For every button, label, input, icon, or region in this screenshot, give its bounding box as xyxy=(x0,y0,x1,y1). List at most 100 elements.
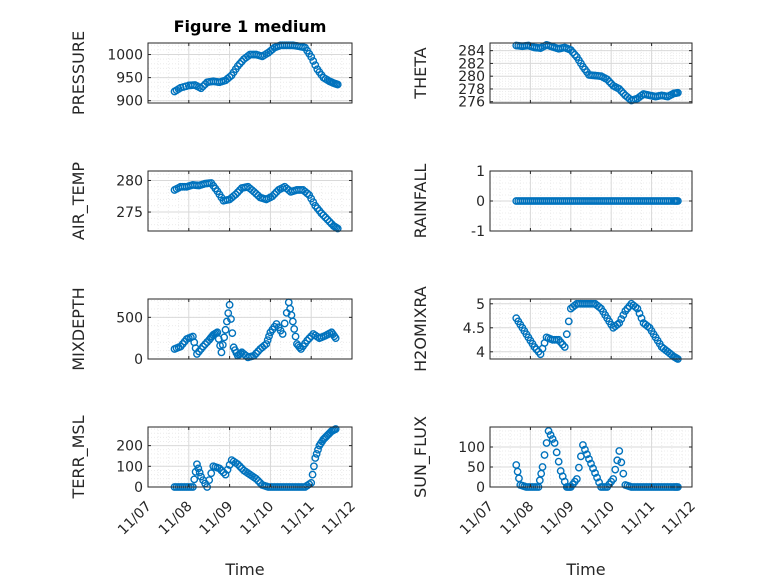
data-point xyxy=(564,317,573,326)
data-point xyxy=(223,465,232,474)
data-point xyxy=(635,309,644,318)
data-point xyxy=(659,344,668,353)
data-point xyxy=(254,476,263,485)
data-point xyxy=(321,213,330,222)
subplot-6: 4 4.5 5 H2OMIXRA xyxy=(411,286,693,372)
data-point xyxy=(265,332,273,341)
data-point xyxy=(593,473,601,482)
data-point xyxy=(221,470,230,479)
y-tick-label: 50 xyxy=(467,460,485,476)
data-point xyxy=(239,350,248,358)
data-point xyxy=(589,464,597,473)
data-point xyxy=(562,330,571,339)
x-tick-label: 11/07 xyxy=(457,499,497,539)
data-point xyxy=(552,448,561,457)
data-point xyxy=(595,303,603,311)
y-tick-label: 100 xyxy=(116,459,143,475)
data-point xyxy=(190,475,199,484)
data-point xyxy=(617,315,626,323)
data-point xyxy=(199,82,207,91)
data-point xyxy=(211,184,220,193)
x-tick-label: 11/12 xyxy=(319,499,359,539)
data-point xyxy=(223,74,232,83)
x-tick-label: 11/11 xyxy=(278,499,318,539)
y-tick-label: 950 xyxy=(116,71,143,87)
data-point xyxy=(595,478,603,487)
x-tick-label: 11/08 xyxy=(156,499,196,539)
data-point xyxy=(294,341,303,350)
y-tick-label: 900 xyxy=(116,94,143,110)
data-point xyxy=(637,314,646,323)
data-point xyxy=(542,439,551,447)
x-axis-label: Time xyxy=(224,560,264,579)
y-tick-label: 284 xyxy=(458,44,485,60)
data-point xyxy=(315,206,324,215)
y-axis-label: PRESSURE xyxy=(69,31,88,115)
data-point xyxy=(235,59,244,68)
data-point xyxy=(611,322,620,331)
data-point xyxy=(601,311,610,319)
data-point xyxy=(550,439,559,447)
data-point xyxy=(319,332,328,341)
data-point xyxy=(276,326,285,335)
data-point xyxy=(297,186,305,194)
data-point xyxy=(558,340,567,349)
data-point xyxy=(295,343,304,352)
data-point xyxy=(619,89,628,98)
data-point xyxy=(629,301,638,310)
data-point xyxy=(649,330,658,339)
subplot-8: 0 50 100 SUN_FLUX 11/07 11/08 11/09 11/10 11/11 1… xyxy=(411,416,699,579)
data-point xyxy=(197,345,205,353)
data-point xyxy=(643,322,652,331)
y-tick-label: 275 xyxy=(116,205,143,221)
data-point xyxy=(193,460,201,469)
x-tick-label: 11/10 xyxy=(237,499,277,539)
data-point xyxy=(254,347,263,356)
data-point xyxy=(270,322,279,331)
data-point xyxy=(205,476,214,485)
data-point xyxy=(631,303,640,311)
y-axis-label: TERR_MSL xyxy=(69,415,89,499)
data-point xyxy=(568,303,577,311)
data-point xyxy=(528,339,537,348)
data-point xyxy=(615,447,624,455)
data-point xyxy=(672,89,681,97)
data-point xyxy=(570,50,579,59)
data-point xyxy=(252,189,261,198)
data-point xyxy=(252,349,261,358)
data-point xyxy=(242,53,250,62)
data-point xyxy=(522,330,531,339)
data-point xyxy=(617,458,626,467)
data-point xyxy=(540,451,549,459)
subplot-7: 0 100 200 TERR_MSL 11/07 11/08 11/09 11/10 11/11… xyxy=(69,415,359,579)
data-point xyxy=(583,450,591,459)
x-tick-label: 11/12 xyxy=(659,499,699,539)
data-point xyxy=(311,61,320,70)
data-point xyxy=(201,340,210,349)
y-tick-label: 200 xyxy=(116,439,143,455)
x-tick-label: 11/08 xyxy=(497,499,537,539)
data-point xyxy=(516,320,525,329)
data-point xyxy=(311,454,320,462)
data-point xyxy=(537,469,546,478)
axes-box xyxy=(489,42,693,104)
data-point xyxy=(174,85,183,93)
data-point xyxy=(312,449,321,458)
data-point xyxy=(260,341,269,350)
x-axis-label: Time xyxy=(565,560,605,579)
data-point xyxy=(301,187,309,196)
x-tick-label: 11/11 xyxy=(619,499,659,539)
data-point xyxy=(317,70,326,79)
data-point xyxy=(308,470,317,479)
data-point xyxy=(242,183,250,192)
data-point xyxy=(515,474,523,483)
data-point xyxy=(282,184,291,193)
data-point xyxy=(619,311,628,319)
data-point xyxy=(323,215,332,224)
figure-title: Figure 1 medium xyxy=(174,17,327,36)
data-point xyxy=(228,329,237,338)
y-tick-label: 4 xyxy=(476,345,485,361)
data-point xyxy=(589,299,597,308)
x-tick-label: 11/10 xyxy=(578,499,618,539)
data-point xyxy=(617,87,626,95)
